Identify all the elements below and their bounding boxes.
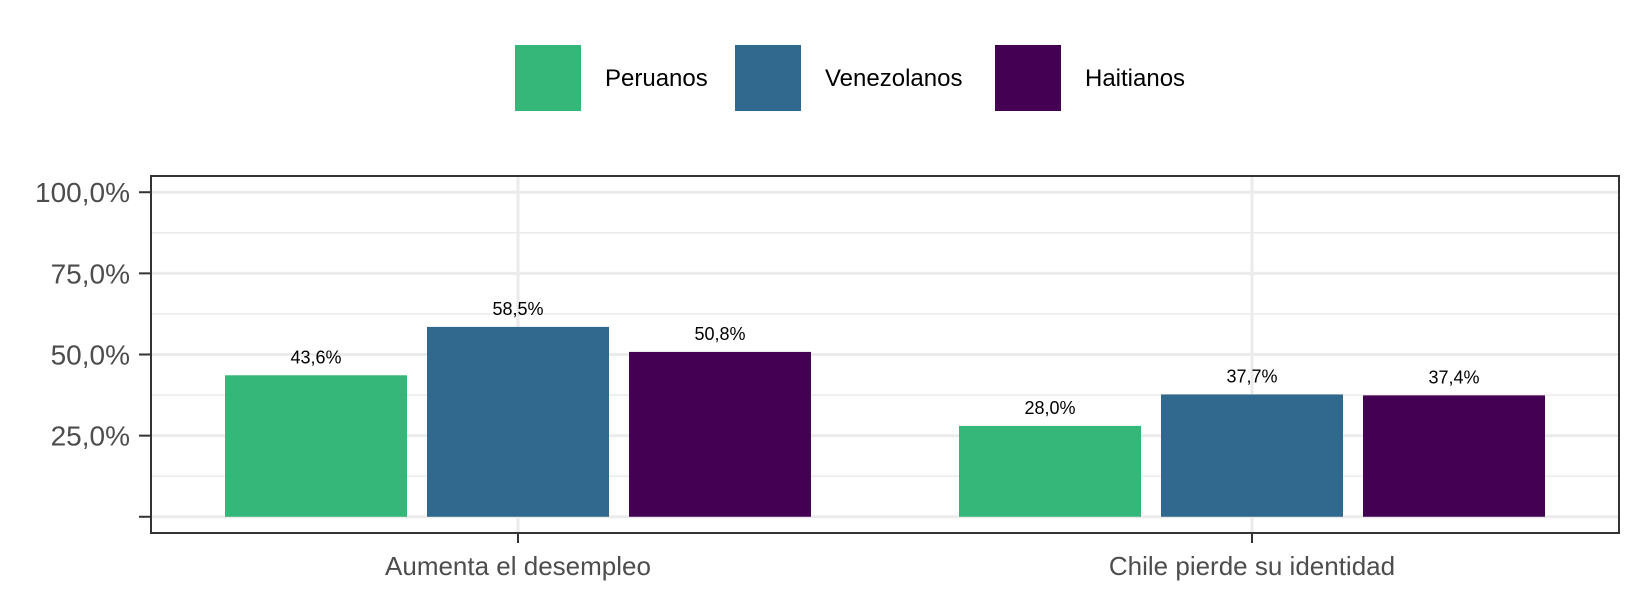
data-label: 37,7% (1226, 366, 1277, 386)
legend-label: Haitianos (1085, 65, 1185, 92)
y-tick-label: 50,0% (51, 340, 130, 371)
data-labels: 43,6% 58,5% 50,8% 28,0% 37,7% 37,4% (290, 299, 1479, 418)
x-axis: Aumenta el desempleo Chile pierde su iden… (385, 533, 1395, 581)
data-label: 37,4% (1428, 367, 1479, 387)
y-tick-label: 25,0% (51, 421, 130, 452)
y-axis: 25,0% 50,0% 75,0% 100,0% (35, 177, 151, 518)
bar-haitianos-1 (629, 351, 811, 517)
bar-haitianos-2 (1363, 395, 1545, 517)
bars (225, 326, 1545, 517)
legend-item-peruanos: Peruanos (515, 45, 708, 111)
legend-key (515, 45, 581, 111)
x-category-label: Aumenta el desempleo (385, 551, 651, 581)
data-label: 50,8% (694, 324, 745, 344)
legend-label: Peruanos (605, 65, 708, 92)
data-label: 58,5% (492, 299, 543, 319)
bar-peruanos-1 (225, 375, 407, 517)
data-label: 43,6% (290, 347, 341, 367)
x-category-label: Chile pierde su identidad (1109, 551, 1395, 581)
legend-key (735, 45, 801, 111)
y-tick-label: 75,0% (51, 258, 130, 289)
legend-item-haitianos: Haitianos (995, 45, 1185, 111)
legend: Peruanos Venezolanos Haitianos (515, 45, 1185, 111)
legend-item-venezolanos: Venezolanos (735, 45, 962, 111)
legend-key (995, 45, 1061, 111)
data-label: 28,0% (1024, 398, 1075, 418)
y-tick-label: 100,0% (35, 177, 130, 208)
bar-venezolanos-1 (427, 326, 609, 517)
bar-venezolanos-2 (1161, 394, 1343, 517)
legend-label: Venezolanos (825, 65, 962, 92)
bar-peruanos-2 (959, 425, 1141, 517)
